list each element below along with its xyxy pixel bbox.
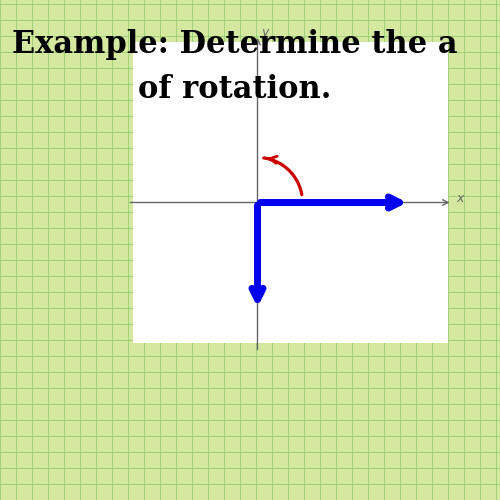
Text: of rotation.: of rotation. (138, 74, 332, 106)
Text: x: x (456, 192, 464, 205)
Bar (132, 42, 448, 343)
Text: y: y (262, 26, 268, 39)
Text: Example: Determine the a: Example: Determine the a (12, 30, 458, 60)
